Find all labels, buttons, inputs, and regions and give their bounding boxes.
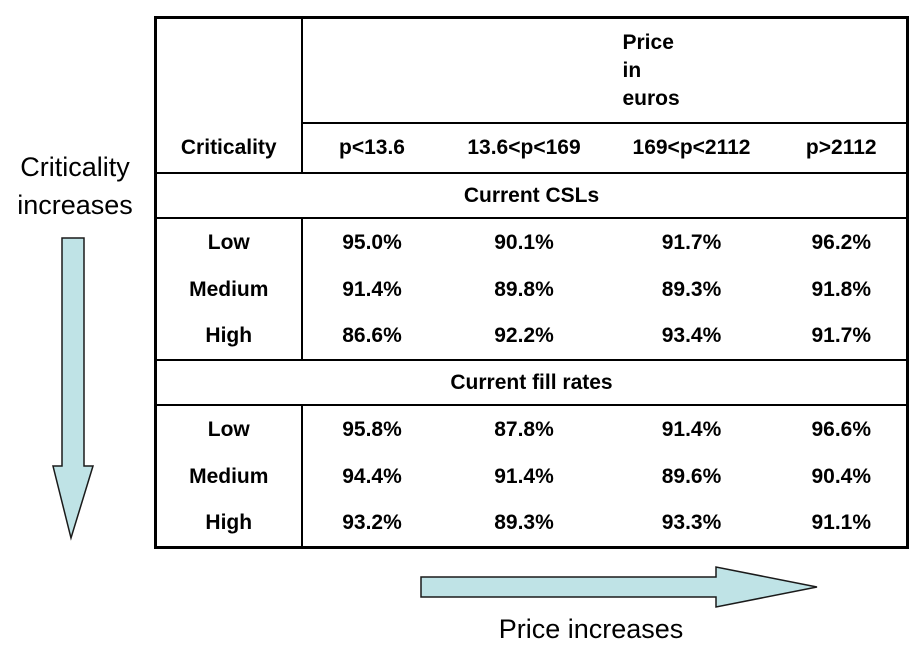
corner-cell xyxy=(155,17,303,123)
table-cell: 93.4% xyxy=(661,324,722,347)
price-column-header: 13.6<p<169 xyxy=(467,136,581,159)
table-row: High 93.2% 89.3% 93.3% 91.1% xyxy=(155,500,908,548)
table-cell: 91.8% xyxy=(811,278,872,301)
criticality-arrow-shape xyxy=(52,237,95,541)
price-column-header: p<13.6 xyxy=(339,136,405,159)
criticality-label: Medium xyxy=(155,454,303,500)
criticality-label: High xyxy=(155,500,303,548)
table-cell: 91.1% xyxy=(811,511,872,534)
criticality-label: Medium xyxy=(155,267,303,313)
table-cell: 89.3% xyxy=(494,511,554,534)
table-cell: 90.1% xyxy=(494,231,554,254)
price-column-header: 169<p<2112 xyxy=(632,136,751,159)
table-cell: 89.8% xyxy=(494,278,554,301)
criticality-increases-label: Criticality increases xyxy=(17,152,133,220)
table-cell: 90.4% xyxy=(811,465,872,488)
table-cell: 89.6% xyxy=(661,465,722,488)
table-row: Medium 91.4% 89.8% 89.3% 91.8% xyxy=(155,267,908,313)
criticality-label: Low xyxy=(155,218,303,267)
criticality-arrow-icon xyxy=(52,237,95,541)
criticality-header: Criticality xyxy=(155,123,303,173)
table-cell: 91.7% xyxy=(661,231,722,254)
table-cell: 93.2% xyxy=(342,511,402,534)
price-arrow-icon xyxy=(420,566,818,608)
table-cell: 93.3% xyxy=(661,511,722,534)
table-cell: 95.0% xyxy=(342,231,402,254)
price-header-row: Price in euros xyxy=(155,17,908,124)
service-level-table: Price in euros Criticality p<13.6 13.6<p… xyxy=(154,16,910,549)
table-cell: 96.2% xyxy=(811,231,872,254)
table-cell: 96.6% xyxy=(811,418,872,441)
section-header-row: Current CSLs xyxy=(155,173,908,218)
table-cell: 89.3% xyxy=(661,278,722,301)
table-cell: 95.8% xyxy=(342,418,402,441)
price-increases-label: Price increases xyxy=(498,614,684,644)
table-cell: 91.4% xyxy=(661,418,722,441)
section-title-fill-rates: Current fill rates xyxy=(450,370,613,394)
table-row: Medium 94.4% 91.4% 89.6% 90.4% xyxy=(155,454,908,500)
table-cell: 91.4% xyxy=(494,465,554,488)
table-row: High 86.6% 92.2% 93.4% 91.7% xyxy=(155,313,908,360)
price-in-euros-header: Price in euros xyxy=(301,17,908,124)
price-arrow-shape xyxy=(420,566,818,608)
table-cell: 94.4% xyxy=(342,465,402,488)
table-row: Low 95.0% 90.1% 91.7% 96.2% xyxy=(155,218,908,267)
table-cell: 91.7% xyxy=(811,324,872,347)
column-header-row: Criticality p<13.6 13.6<p<169 169<p<2112… xyxy=(155,123,908,173)
criticality-label: Low xyxy=(155,405,303,454)
table-cell: 92.2% xyxy=(494,324,554,347)
table-cell: 91.4% xyxy=(342,278,402,301)
table-cell: 87.8% xyxy=(494,418,554,441)
section-title-csls: Current CSLs xyxy=(463,183,600,207)
table-row: Low 95.8% 87.8% 91.4% 96.6% xyxy=(155,405,908,454)
table-cell: 86.6% xyxy=(342,324,402,347)
criticality-label: High xyxy=(155,313,303,360)
section-header-row: Current fill rates xyxy=(155,360,908,405)
price-column-header: p>2112 xyxy=(805,136,877,159)
